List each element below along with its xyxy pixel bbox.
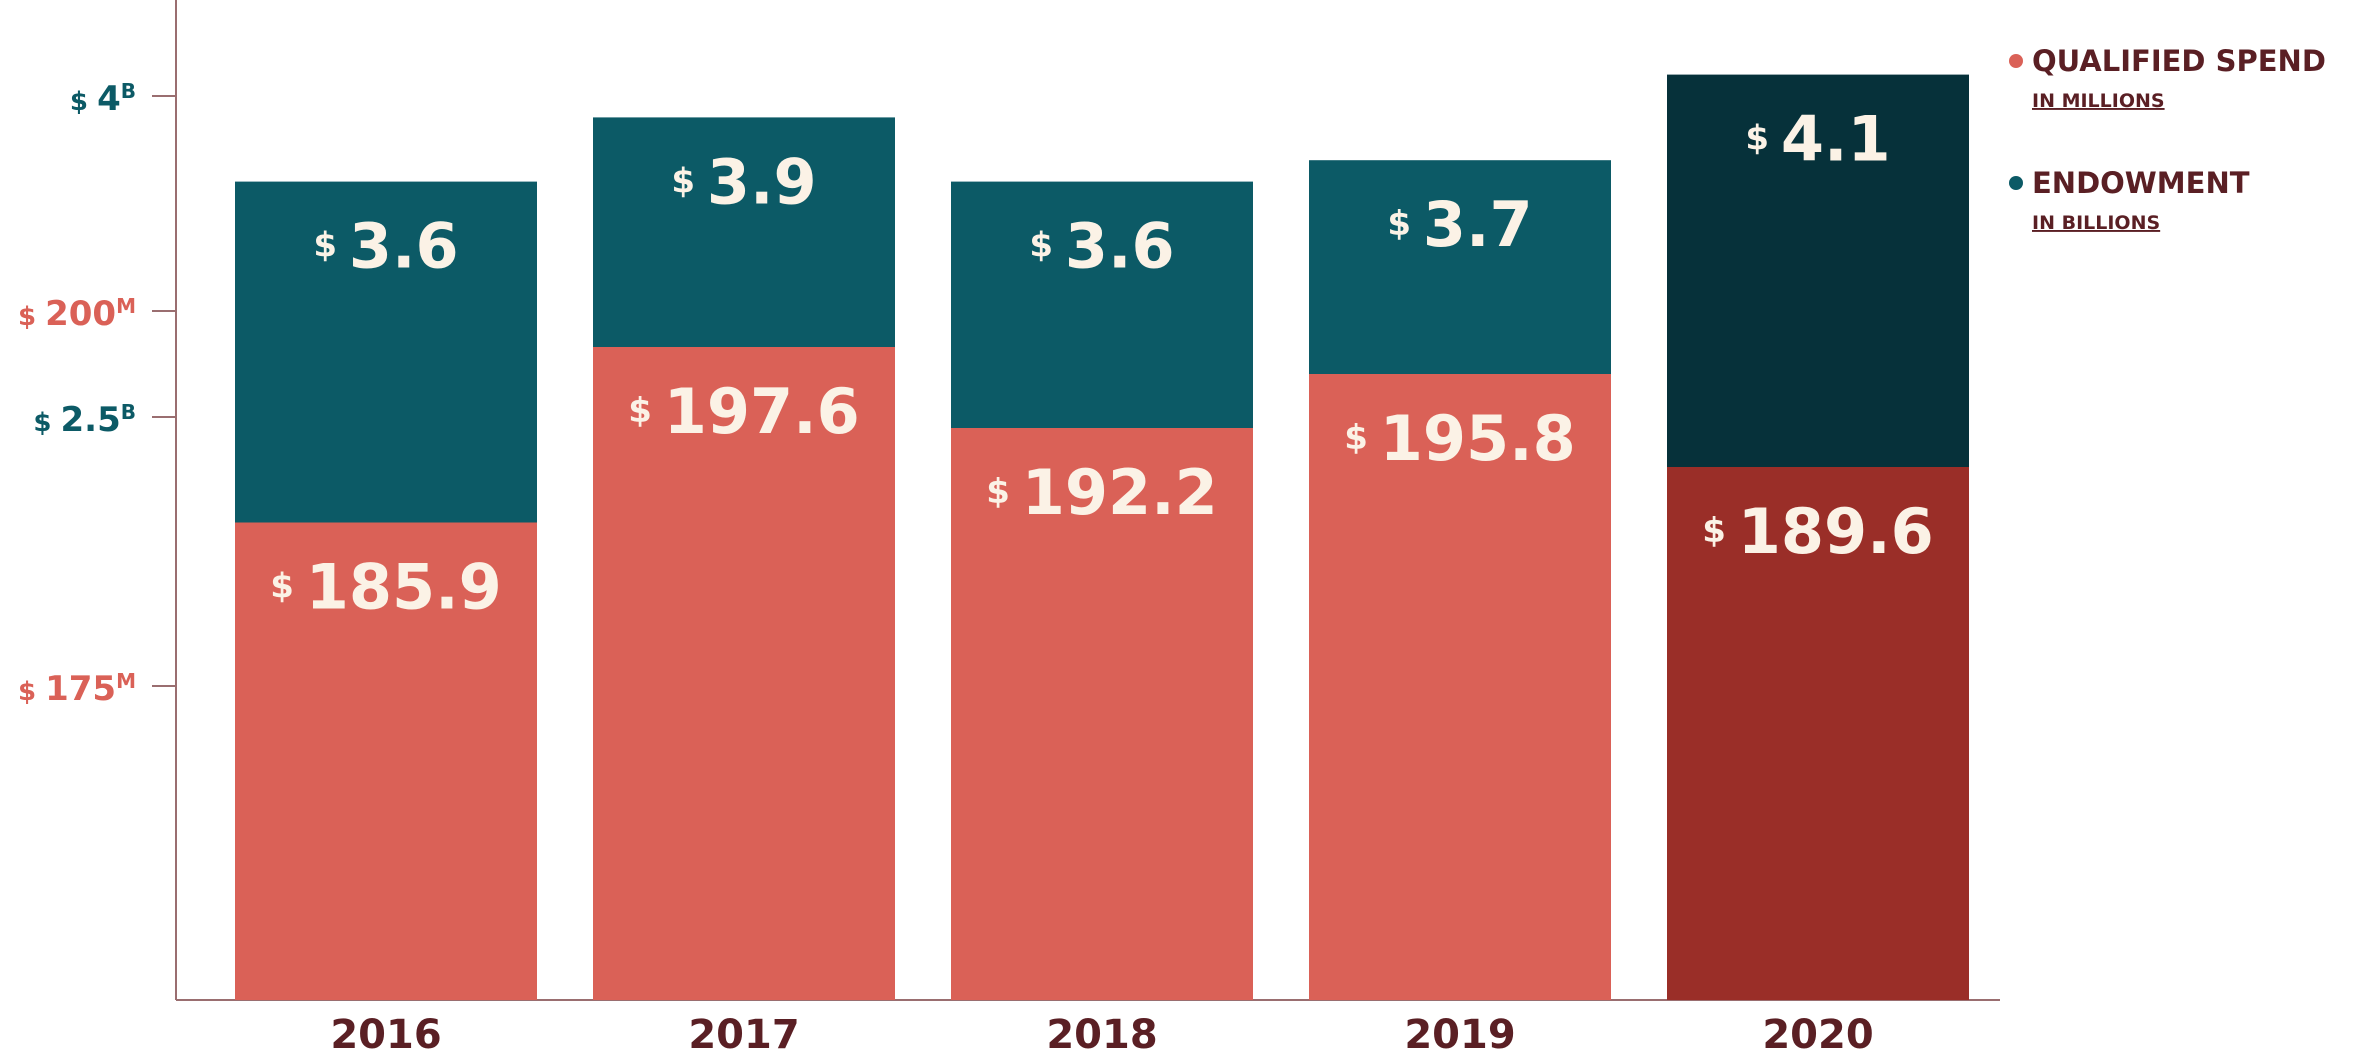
endowment-bar-2020 <box>1667 74 1969 467</box>
svg-text:$ 4.1: $ 4.1 <box>1745 103 1890 176</box>
endowment-bar-2018 <box>951 181 1253 428</box>
endowment-bar-2016 <box>235 181 537 523</box>
endowment-axis-tick-label: $ 4B <box>70 79 136 119</box>
svg-text:$ 200M: $ 200M <box>18 294 136 334</box>
svg-text:$ 185.9: $ 185.9 <box>270 551 502 624</box>
endowment-bar-2019 <box>1309 160 1611 374</box>
endowment-value-label-2020: $ 4.1 <box>1745 103 1890 176</box>
x-tick-label-2020: 2020 <box>1762 1012 1873 1055</box>
legend-item-qualified-spend-unit-note: IN MILLIONS <box>2032 90 2165 112</box>
x-tick-label-2019: 2019 <box>1404 1012 1515 1055</box>
svg-text:$ 195.8: $ 195.8 <box>1344 402 1576 475</box>
spend-axis-tick-label: $ 175M <box>18 669 136 709</box>
svg-text:$ 197.6: $ 197.6 <box>628 375 860 448</box>
spend-value-label-2020: $ 189.6 <box>1702 495 1934 568</box>
svg-text:$ 192.2: $ 192.2 <box>986 456 1218 529</box>
spend-value-label-2016: $ 185.9 <box>270 551 502 624</box>
spend-value-label-2019: $ 195.8 <box>1344 402 1576 475</box>
legend-item-qualified-spend-label: QUALIFIED SPEND <box>2032 44 2326 78</box>
endowment-bar-2017 <box>593 117 895 348</box>
svg-text:$ 2.5B: $ 2.5B <box>33 400 136 440</box>
x-tick-label-2017: 2017 <box>688 1012 799 1055</box>
svg-text:$ 3.7: $ 3.7 <box>1387 188 1532 261</box>
x-tick-label-2018: 2018 <box>1046 1012 1157 1055</box>
spend-bar-2020 <box>1667 467 1969 1000</box>
spend-value-label-2018: $ 192.2 <box>986 456 1218 529</box>
svg-text:$ 3.9: $ 3.9 <box>671 145 816 218</box>
legend-item-qualified-spend-marker <box>2009 54 2023 68</box>
spend-value-label-2017: $ 197.6 <box>628 375 860 448</box>
svg-text:$ 3.6: $ 3.6 <box>1029 210 1174 283</box>
legend-item-endowment-unit-note: IN BILLIONS <box>2032 212 2160 234</box>
endowment-value-label-2016: $ 3.6 <box>313 210 458 283</box>
endowment-axis-tick-label: $ 2.5B <box>33 400 136 440</box>
legend-item-endowment-marker <box>2009 176 2023 190</box>
spend-axis-tick-label: $ 200M <box>18 294 136 334</box>
svg-text:$ 189.6: $ 189.6 <box>1702 495 1934 568</box>
svg-text:$ 4B: $ 4B <box>70 79 136 119</box>
spend-bar-2018 <box>951 428 1253 1000</box>
legend-item-endowment-label: ENDOWMENT <box>2032 166 2250 200</box>
endowment-value-label-2019: $ 3.7 <box>1387 188 1532 261</box>
spend-bar-2016 <box>235 522 537 1000</box>
spend-bar-2017 <box>593 347 895 1000</box>
endowment-value-label-2018: $ 3.6 <box>1029 210 1174 283</box>
x-tick-label-2016: 2016 <box>330 1012 441 1055</box>
svg-text:$ 3.6: $ 3.6 <box>313 210 458 283</box>
spend-bar-2019 <box>1309 374 1611 1000</box>
endowment-value-label-2017: $ 3.9 <box>671 145 816 218</box>
legend-item-qualified-spend: QUALIFIED SPEND IN MILLIONS <box>2009 44 2326 112</box>
svg-text:$ 175M: $ 175M <box>18 669 136 709</box>
legend-item-endowment: ENDOWMENT IN BILLIONS <box>2009 166 2250 234</box>
